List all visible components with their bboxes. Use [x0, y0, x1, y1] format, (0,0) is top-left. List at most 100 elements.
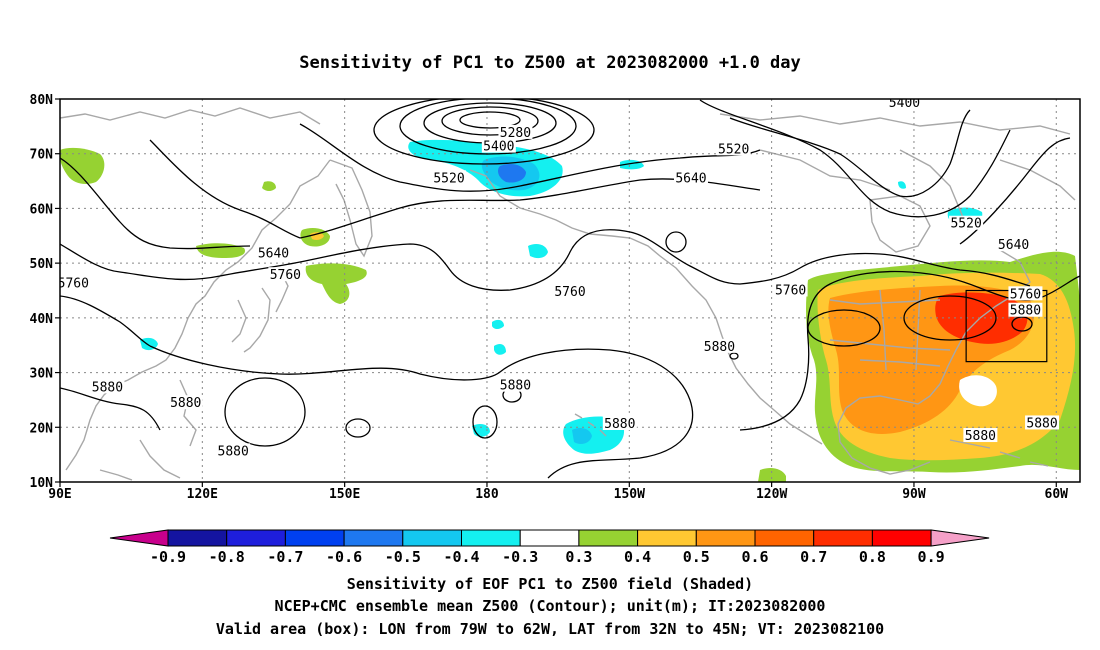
lat-tick-label: 80N [30, 93, 54, 108]
contour-label-bg [268, 267, 303, 282]
shading-cyan-f [492, 319, 504, 329]
shading-deepblue-arctic [498, 164, 526, 183]
contour-label-bg [60, 275, 91, 290]
colorbar-tick-label: 0.4 [624, 548, 651, 566]
colorbar-tick-label: -0.6 [326, 548, 362, 566]
lat-tick-label: 40N [30, 312, 54, 327]
shading-green-siberia [60, 147, 105, 184]
lon-tick-labels: 90E 120E 150E 180 150W 120W 90W 60W [48, 482, 1068, 502]
colorbar-tick-label: -0.7 [267, 548, 303, 566]
contour-label: 5880 [1026, 416, 1057, 431]
colorbar-tick-label: 0.7 [800, 548, 827, 566]
colorbar-segment [754, 529, 815, 547]
contour-label-bg [1008, 302, 1043, 317]
colorbar-tick-label: 0.5 [683, 548, 710, 566]
map-panel: 5280540054005520552055205640564056405760… [60, 96, 1080, 482]
colorbar-segment [284, 529, 345, 547]
contour-label: 5400 [889, 96, 920, 111]
contour-label-bg [963, 428, 998, 443]
contour-label: 5880 [604, 417, 635, 432]
contour-label: 5880 [704, 340, 735, 355]
colorbar-tick-label: -0.9 [150, 548, 186, 566]
contour-label: 5520 [950, 217, 981, 232]
colorbar-segment [343, 529, 404, 547]
contour-5880-southwest [60, 387, 161, 431]
colorbar-tick-label: -0.5 [385, 548, 421, 566]
contour-5400-ring-outer [373, 99, 595, 165]
footer-line-1: Sensitivity of EOF PC1 to Z500 field (Sh… [347, 575, 753, 593]
contour-label-bg [432, 170, 467, 185]
colorbar-segment [402, 529, 462, 547]
contour-label-bg [702, 338, 737, 353]
contour-label-bg [716, 141, 751, 156]
z500-contours [60, 99, 1080, 479]
contour-label: 5760 [270, 268, 301, 283]
contour-label-bg [673, 170, 708, 185]
lat-tick-label: 30N [30, 367, 54, 382]
colorbar-segment [461, 529, 521, 547]
graticule [60, 99, 1080, 482]
contour-5880-high-b [345, 418, 371, 438]
contour-label: 5400 [483, 140, 514, 155]
shading-green-c [305, 263, 367, 304]
contour-label: 5520 [718, 142, 749, 157]
lon-tick-label: 90E [48, 487, 71, 502]
contour-label: 5520 [433, 171, 464, 186]
negative-sensitivity-shading [140, 139, 983, 454]
contour-label: 5760 [554, 285, 585, 300]
us-east-coastline [917, 249, 1031, 405]
philippines-coastline [99, 379, 197, 481]
contour-label: 5880 [1010, 304, 1041, 319]
contour-label: 5760 [775, 284, 806, 299]
lon-tick-label: 180 [475, 487, 499, 502]
contour-5880-high-i [729, 352, 739, 360]
colorbar-left-arrow [109, 529, 169, 547]
contour-label-bg [1025, 415, 1060, 430]
colorbar-tick-label: 0.9 [918, 548, 945, 566]
contour-label-bg [481, 138, 516, 153]
lon-tick-label: 90W [902, 487, 926, 502]
valid-area-box [965, 289, 1048, 363]
shading-gap-na [959, 375, 997, 407]
contour-label-bg [498, 124, 533, 139]
contour-5880-high-e [807, 309, 881, 347]
colorbar-segment [871, 529, 932, 547]
contour-label-bg [168, 395, 203, 410]
contour-label: 5880 [92, 380, 123, 395]
contour-label: 5880 [218, 444, 249, 459]
lat-tick-label: 20N [30, 421, 54, 436]
colorbar-segment [813, 529, 873, 547]
contour-5520-ne [699, 99, 1011, 218]
lon-tick-label: 150W [614, 487, 645, 502]
contour-5880-high-h [665, 231, 687, 253]
contour-label: 5280 [500, 126, 531, 141]
shading-cyan-j [898, 181, 906, 189]
contour-label-bg [216, 443, 251, 458]
contour-label: 5880 [500, 379, 531, 394]
hudson-bay-coastline [869, 195, 931, 253]
colorbar-tick-label: -0.3 [502, 548, 538, 566]
contour-label-bg [498, 377, 533, 392]
lat-tick-label: 70N [30, 148, 54, 163]
contour-label: 5760 [1010, 287, 1041, 302]
colorbar-segment [226, 529, 286, 547]
caribbean-coastline [949, 439, 1049, 467]
lon-tick-label: 60W [1045, 487, 1069, 502]
lat-tick-label: 50N [30, 257, 54, 272]
contour-label-bg [553, 284, 587, 299]
map-frame [59, 98, 1081, 483]
interior-boundaries [829, 289, 951, 371]
contour-5400-ring [399, 99, 577, 155]
lon-tick-label: 120W [756, 487, 787, 502]
alaska-coastline [469, 169, 823, 445]
contour-5880-high-g [1011, 316, 1033, 332]
colorbar-tick-label: -0.4 [443, 548, 479, 566]
lon-tick-label: 150E [329, 487, 360, 502]
shading-cyan-g [494, 344, 506, 355]
colorbar-right-arrow [930, 529, 990, 547]
colorbar-segment [578, 529, 639, 547]
contour-5280-ring-inner [459, 111, 521, 129]
colorbar-tick-label: 0.3 [565, 548, 592, 566]
contour-label-bg [887, 99, 922, 109]
